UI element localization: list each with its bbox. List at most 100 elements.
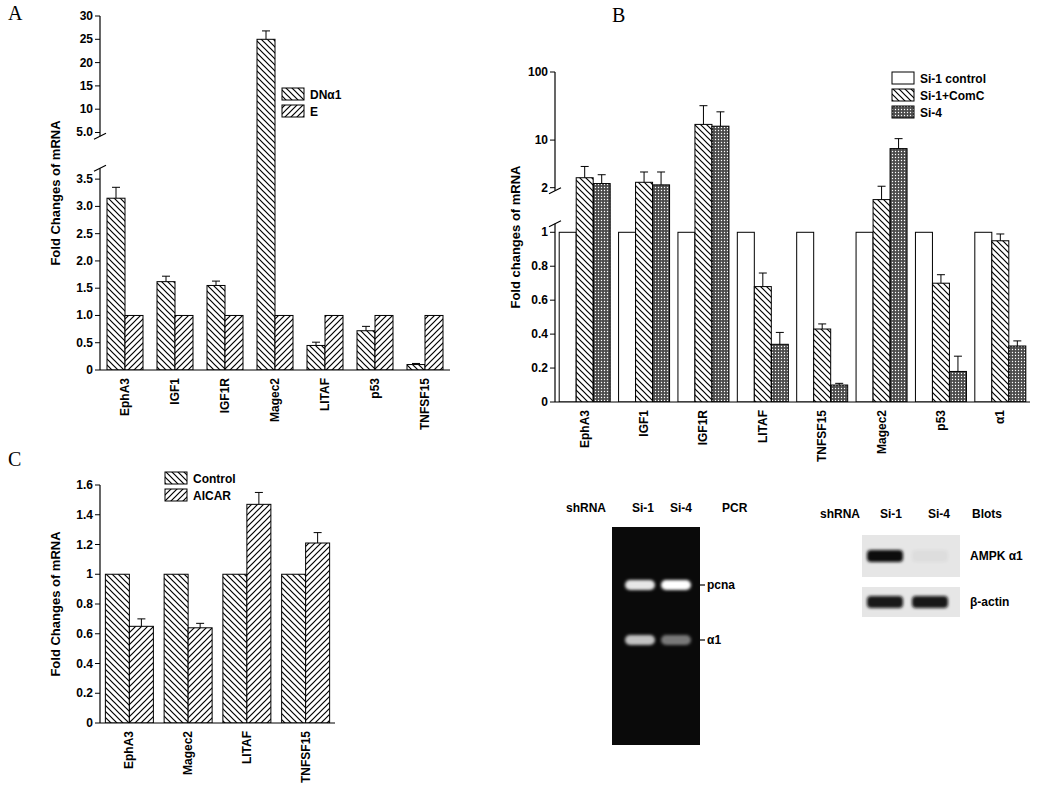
band-dash: [700, 639, 705, 640]
bar: [737, 232, 754, 402]
bar: [306, 543, 330, 723]
legend-swatch: [282, 105, 304, 117]
y-tick: [95, 315, 100, 316]
y-tick-label: 3.0: [76, 199, 93, 213]
legend-label: Si-4: [920, 106, 942, 120]
error-bar: [835, 383, 843, 385]
y-tick: [95, 604, 100, 605]
bar: [890, 149, 907, 402]
gel-title: PCR: [722, 501, 748, 515]
y-axis-line: [554, 224, 555, 402]
error-bar: [759, 273, 767, 287]
error-bar: [262, 31, 270, 39]
y-tick: [550, 300, 555, 301]
bar: [712, 126, 729, 402]
band-label: α1: [707, 633, 721, 647]
bar: [282, 574, 306, 723]
error-bar: [412, 363, 420, 364]
legend-label: E: [310, 105, 318, 119]
blot-image: [862, 535, 960, 577]
y-axis-line: [554, 72, 555, 191]
bar: [247, 504, 271, 723]
bar: [873, 200, 890, 402]
y-tick: [550, 72, 555, 73]
error-bar: [716, 112, 724, 126]
y-tick: [95, 132, 100, 133]
y-tick: [95, 179, 100, 180]
y-tick-label: 1.4: [76, 508, 93, 522]
bar: [856, 232, 873, 402]
bar: [325, 315, 343, 370]
lane-label: Si-4: [670, 501, 692, 515]
error-bar: [776, 332, 784, 344]
y-tick: [95, 574, 100, 575]
panel-0: AFold Changes of mRNA00.51.01.52.02.53.0…: [8, 2, 450, 430]
y-tick-label: 0: [541, 395, 548, 409]
y-tick-label: 0.8: [531, 259, 548, 273]
legend-swatch: [282, 88, 304, 100]
y-tick-label: 1.2: [76, 538, 93, 552]
legend-label: Si-1 control: [920, 72, 986, 86]
y-tick-label: 0.5: [76, 336, 93, 350]
y-tick-label: 2: [541, 181, 548, 195]
legend-swatch: [165, 472, 187, 484]
x-tick-label: EphA3: [118, 378, 132, 416]
x-tick-label: α1: [993, 410, 1007, 424]
y-tick: [95, 260, 100, 261]
gel-band: [661, 635, 691, 645]
legend-label: AICAR: [193, 489, 231, 503]
bar: [678, 232, 695, 402]
panel-letter: B: [612, 4, 625, 26]
y-tick: [95, 85, 100, 86]
y-tick-label: 3.5: [76, 172, 93, 186]
error-bar: [598, 175, 606, 184]
y-tick-label: 0: [86, 363, 93, 377]
axes: 00.20.40.60.811.21.41.6EphA3Magec2LITAFT…: [76, 478, 335, 783]
bar: [107, 198, 125, 370]
bar: [125, 315, 143, 370]
bar: [771, 344, 788, 402]
error-bar: [699, 106, 707, 125]
plot-marks: [107, 31, 443, 370]
error-bar: [162, 276, 170, 281]
error-bar: [657, 172, 665, 185]
bar: [653, 185, 670, 402]
axes: 00.20.40.60.81210100EphA3IGF1IGF1RLITAFT…: [528, 65, 1030, 462]
x-tick-label: IGF1: [168, 378, 182, 405]
bar: [915, 232, 932, 402]
x-tick-label: LITAF: [240, 731, 254, 764]
y-tick-label: 2.0: [76, 254, 93, 268]
bar: [225, 315, 243, 370]
bar: [1009, 346, 1026, 402]
y-tick-label: 1: [86, 567, 93, 581]
bar: [157, 282, 175, 370]
gel-band: [625, 580, 655, 590]
lane-label: Si-4: [928, 507, 950, 521]
y-tick-label: 1.5: [76, 281, 93, 295]
y-axis-label: Fold Changes of mRNA: [48, 531, 63, 677]
bar: [175, 315, 193, 370]
blot-band: [867, 596, 903, 608]
y-tick: [95, 663, 100, 664]
gel-band: [661, 580, 691, 590]
x-tick-label: Magec2: [268, 378, 282, 422]
gel-title: Blots: [972, 507, 1002, 521]
y-tick-label: 20: [80, 56, 94, 70]
y-tick-label: 100: [528, 65, 548, 79]
y-tick: [95, 62, 100, 63]
bar: [275, 315, 293, 370]
x-tick-label: IGF1R: [218, 378, 232, 414]
western-blot: shRNASi-1Si-4BlotsAMPK α1β-actin: [820, 507, 1023, 617]
bar: [636, 182, 653, 402]
blot-image: [862, 587, 960, 617]
y-tick-label: 0.6: [76, 627, 93, 641]
error-bar: [137, 619, 145, 626]
y-tick: [95, 514, 100, 515]
y-tick: [95, 544, 100, 545]
pcr-gel: shRNASi-1Si-4PCRpcnaα1: [566, 501, 748, 745]
y-tick: [95, 342, 100, 343]
bar: [425, 315, 443, 370]
bar: [975, 232, 992, 402]
y-tick: [95, 370, 100, 371]
error-bar: [1013, 341, 1021, 346]
